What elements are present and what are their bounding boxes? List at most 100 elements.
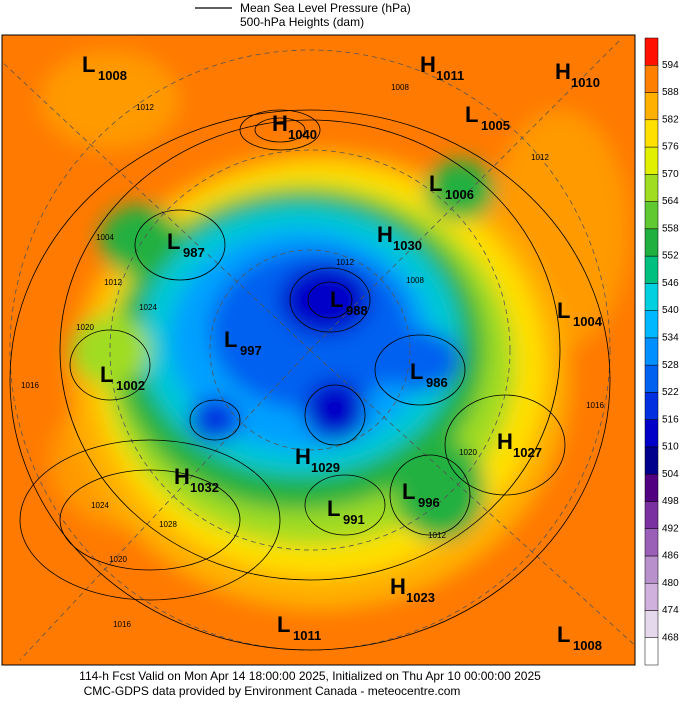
isobar-label: 1016 (113, 620, 131, 629)
pressure-value: 1008 (98, 68, 127, 83)
legend-label: 500-hPa Heights (dam) (240, 15, 364, 29)
pressure-symbol: H (555, 59, 571, 84)
pressure-value: 988 (346, 303, 368, 318)
isobar-label: 1020 (109, 555, 127, 564)
colorbar-label: 480 (662, 578, 679, 589)
colorbar-segment (644, 228, 659, 257)
colorbar-label: 576 (662, 142, 679, 153)
pressure-value: 1027 (513, 445, 542, 460)
pressure-value: 997 (240, 343, 262, 358)
pressure-center: H 1040 (272, 111, 317, 142)
isobar-label: 1024 (91, 501, 109, 510)
isobar-label: 1012 (336, 258, 354, 267)
pressure-center: H 1029 (295, 444, 340, 475)
pressure-value: 1011 (436, 68, 464, 83)
colorbar-label: 510 (662, 442, 679, 453)
pressure-value: 1006 (445, 187, 474, 202)
colorbar-segment (644, 555, 659, 584)
pressure-value: 1023 (406, 590, 435, 605)
pressure-center: L 1004 (557, 298, 603, 329)
pressure-symbol: L (224, 327, 237, 352)
pressure-center: L 997 (224, 327, 262, 358)
pressure-center: L 1002 (100, 362, 145, 393)
isobar-label: 1016 (21, 381, 39, 390)
colorbar-label: 540 (662, 305, 679, 316)
footer-text: CMC-GDPS data provided by Environment Ca… (84, 684, 461, 698)
pressure-symbol: H (272, 111, 288, 136)
colorbar-segment (644, 65, 659, 93)
pressure-center: L 986 (410, 359, 448, 390)
pressure-symbol: L (167, 229, 180, 254)
colorbar-label: 504 (662, 469, 679, 480)
footer-text: 114-h Fcst Valid on Mon Apr 14 18:00:00 … (79, 669, 541, 683)
pressure-value: 1002 (116, 378, 145, 393)
pressure-symbol: L (330, 287, 343, 312)
pressure-center: H 1027 (497, 429, 542, 460)
colorbar-segment (644, 310, 659, 339)
map (2, 35, 635, 665)
colorbar-segment (644, 501, 659, 529)
isobar-label: 1024 (139, 303, 157, 312)
colorbar-segment (644, 419, 659, 448)
colorbar-label: 552 (662, 251, 679, 262)
colorbar: 468 474 480 486 492 498 504 510 516 522 528 534 540 5… (644, 37, 679, 666)
isobar-label: 1008 (391, 83, 409, 92)
colorbar-label: 564 (662, 196, 679, 207)
pressure-value: 1032 (190, 480, 219, 495)
colorbar-label: 534 (662, 333, 679, 344)
pressure-center: L 1008 (82, 52, 127, 83)
pressure-center: L 1011 (277, 612, 321, 643)
pressure-symbol: L (557, 298, 570, 323)
pressure-symbol: L (100, 362, 113, 387)
pressure-symbol: H (390, 574, 406, 599)
pressure-symbol: L (410, 359, 423, 384)
pressure-center: L 996 (402, 479, 440, 510)
pressure-symbol: L (277, 612, 290, 637)
colorbar-segment (644, 337, 659, 366)
colorbar-segment (644, 92, 659, 121)
legend-label: Mean Sea Level Pressure (hPa) (240, 1, 411, 15)
colorbar-label: 516 (662, 414, 679, 425)
pressure-value: 1040 (288, 127, 317, 142)
pressure-symbol: L (465, 102, 478, 127)
height-field (40, 50, 630, 610)
colorbar-segment (644, 255, 659, 284)
isobar-label: 1020 (459, 448, 477, 457)
pressure-center: H 1030 (377, 222, 422, 253)
isobar-label: 1012 (136, 103, 154, 112)
pressure-center: H 1010 (555, 59, 600, 90)
colorbar-segment (644, 392, 659, 420)
pressure-value: 1030 (393, 238, 422, 253)
colorbar-segment (644, 528, 659, 557)
isobar-label: 1012 (428, 531, 446, 540)
pressure-center: H 1032 (174, 464, 219, 495)
isobar-label: 1016 (586, 401, 604, 410)
isobar-label: 1004 (96, 233, 114, 242)
colorbar-label: 570 (662, 169, 679, 180)
colorbar-label: 528 (662, 360, 679, 371)
colorbar-segment (644, 37, 659, 66)
pressure-symbol: L (429, 171, 442, 196)
colorbar-label: 582 (662, 114, 679, 125)
pressure-value: 991 (343, 512, 365, 527)
colorbar-segment (644, 637, 659, 666)
pressure-value: 1011 (293, 628, 321, 643)
pressure-center: L 1005 (465, 102, 510, 133)
isobars (9, 109, 611, 651)
colorbar-segment (644, 174, 659, 202)
colorbar-label: 498 (662, 496, 679, 507)
isobar-label: 1012 (104, 278, 122, 287)
pressure-symbol: H (377, 222, 393, 247)
pressure-center: L 987 (167, 229, 205, 260)
pressure-value: 1005 (481, 118, 510, 133)
pressure-symbol: L (402, 479, 415, 504)
colorbar-segment (644, 119, 659, 148)
colorbar-segment (644, 364, 659, 393)
pressure-center: L 991 (327, 496, 365, 527)
pressure-value: 1008 (573, 638, 602, 653)
pressure-symbol: H (420, 52, 436, 77)
colorbar-label: 492 (662, 523, 679, 534)
colorbar-segment (644, 610, 659, 638)
pressure-symbol: H (497, 429, 513, 454)
